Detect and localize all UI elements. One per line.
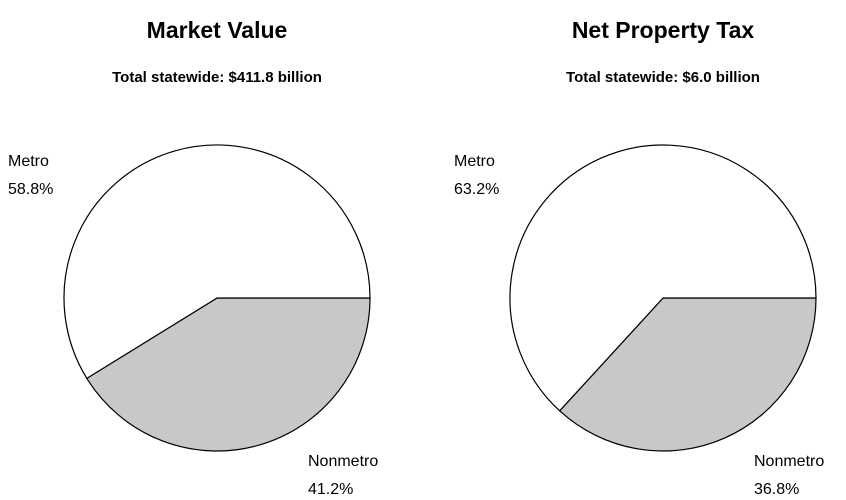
slice-label: Nonmetro <box>308 453 378 470</box>
pie-slice <box>85 297 371 452</box>
slice-value-label: 41.2% <box>308 481 353 498</box>
slice-value-label: 63.2% <box>454 181 499 198</box>
slice-value-label: 58.8% <box>8 181 53 198</box>
slice-label: Metro <box>8 153 49 170</box>
pie-slice <box>558 297 817 452</box>
pie-slice <box>509 144 817 412</box>
slice-label: Metro <box>454 153 495 170</box>
slice-label: Nonmetro <box>754 453 824 470</box>
chart-title: Net Property Tax <box>572 17 755 43</box>
chart-subtitle: Total statewide: $411.8 billion <box>112 69 322 86</box>
pie-slice <box>63 144 371 380</box>
chart-subtitle: Total statewide: $6.0 billion <box>566 69 760 86</box>
chart-title: Market Value <box>147 17 288 43</box>
slice-value-label: 36.8% <box>754 481 799 498</box>
